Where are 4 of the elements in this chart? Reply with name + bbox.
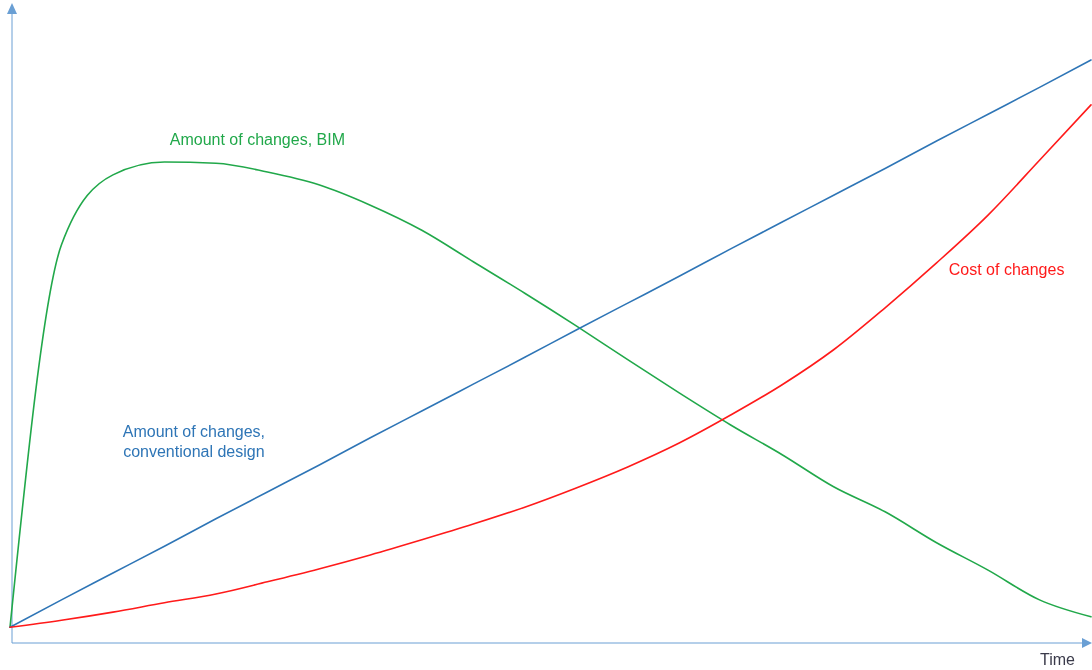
- series-label: Amount of changes, conventional design: [122, 422, 266, 460]
- series-label: Amount of changes, BIM: [169, 130, 345, 148]
- series-label: Cost of changes: [948, 260, 1065, 278]
- x-axis-title: Time: [1040, 651, 1076, 668]
